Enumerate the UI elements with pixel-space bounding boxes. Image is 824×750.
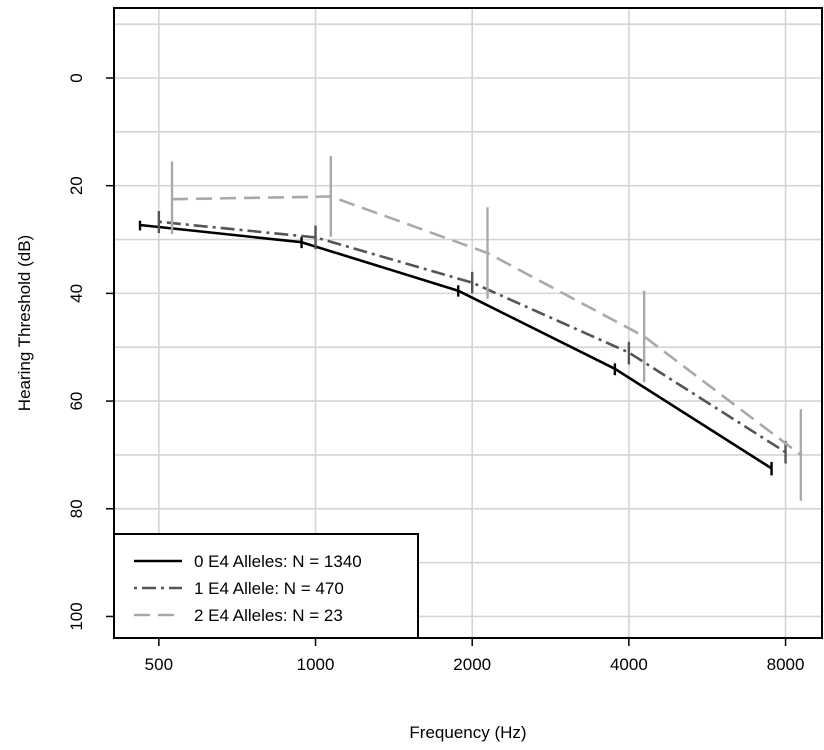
series-1 [157, 211, 787, 464]
x-tick-label: 2000 [453, 655, 491, 674]
legend-label-1: 1 E4 Allele: N = 470 [194, 579, 344, 598]
series-0 [138, 220, 773, 476]
y-tick-label: 20 [67, 176, 86, 195]
y-tick-label: 100 [67, 602, 86, 630]
y-tick-label: 40 [67, 284, 86, 303]
x-tick-label: 8000 [767, 655, 805, 674]
legend-label-0: 0 E4 Alleles: N = 1340 [194, 552, 362, 571]
x-tick-label: 500 [145, 655, 173, 674]
x-axis: 500 1000 2000 4000 8000 [145, 638, 805, 674]
y-axis: 0 20 40 60 80 100 [67, 73, 114, 631]
x-tick-label: 1000 [297, 655, 335, 674]
plot-frame [113, 7, 823, 639]
series-line-1 [158, 220, 787, 454]
series-layer [138, 156, 803, 501]
y-tick-label: 0 [67, 73, 86, 82]
x-tick-label: 4000 [610, 655, 648, 674]
series-2 [170, 156, 803, 501]
y-axis-title: Hearing Threshold (dB) [15, 235, 34, 411]
legend-box [113, 533, 419, 639]
legend: 0 E4 Alleles: N = 1340 1 E4 Allele: N = 4… [113, 533, 419, 639]
y-tick-label: 80 [67, 499, 86, 518]
x-axis-title: Frequency (Hz) [409, 723, 526, 742]
y-tick-label: 60 [67, 392, 86, 411]
legend-label-2: 2 E4 Alleles: N = 23 [194, 606, 343, 625]
